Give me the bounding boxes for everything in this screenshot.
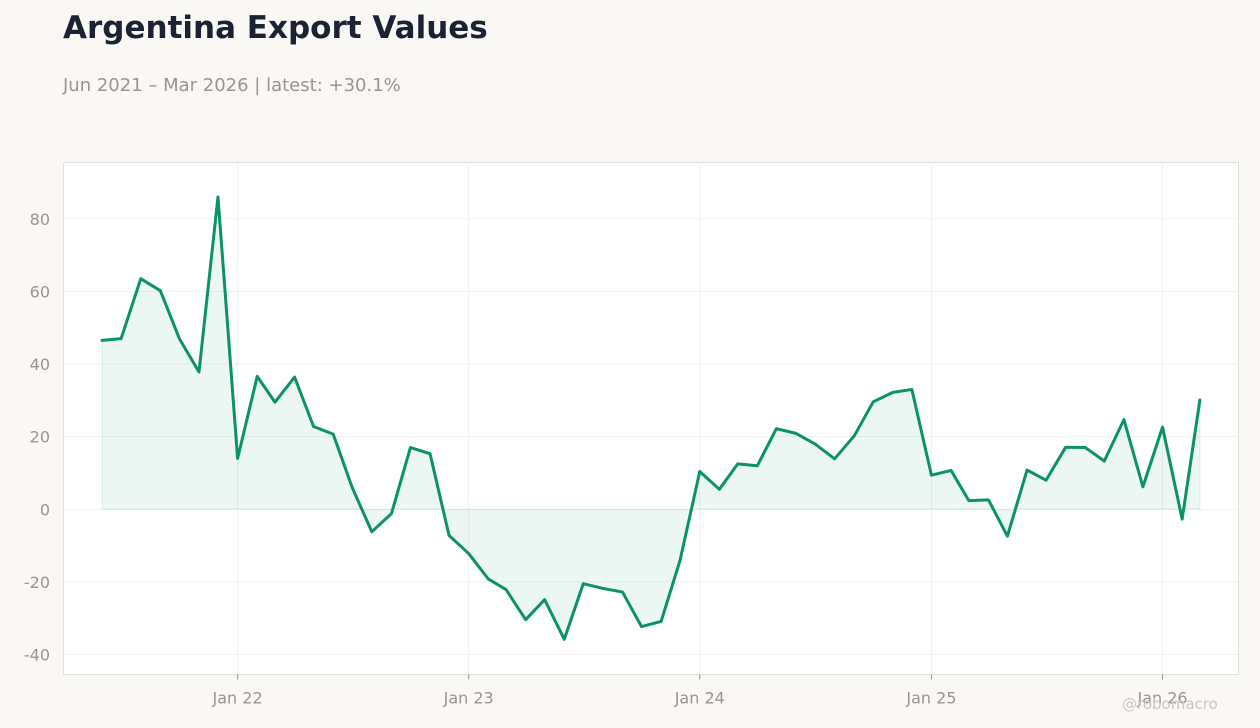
y-tick-label: 0	[40, 500, 50, 519]
y-tick-label: -20	[24, 573, 50, 592]
x-tick-label: Jan 25	[905, 689, 956, 708]
y-tick-label: 80	[30, 210, 50, 229]
y-tick-label: -40	[24, 646, 50, 665]
x-tick-label: Jan 24	[674, 689, 725, 708]
y-tick-label: 60	[30, 282, 50, 301]
watermark: @robomacro	[1122, 695, 1218, 713]
series-line	[100, 195, 1202, 641]
y-tick-label: 40	[30, 355, 50, 374]
chart-subtitle: Jun 2021 – Mar 2026 | latest: +30.1%	[63, 75, 401, 96]
y-tick-label: 20	[30, 428, 50, 447]
x-tick-label: Jan 26	[1136, 689, 1187, 708]
chart-title: Argentina Export Values	[63, 10, 488, 46]
grid-lines	[63, 162, 1239, 675]
plot-area	[63, 162, 1239, 675]
x-tick-label: Jan 22	[212, 689, 263, 708]
x-tick-label: Jan 23	[443, 689, 494, 708]
series-line-path	[100, 195, 1202, 641]
y-tick-marks: -40 -20 0 20 40 60 80	[24, 210, 50, 665]
x-tick-marks: Jan 22 Jan 23 Jan 24 Jan 25 Jan 26	[212, 674, 1188, 708]
